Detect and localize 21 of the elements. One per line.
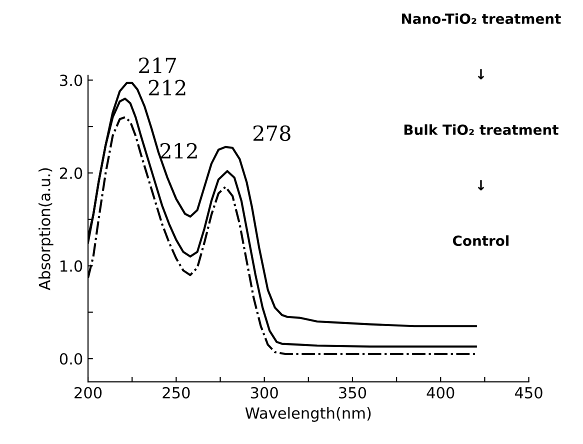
annotation: Bulk TiO₂ treatment (404, 124, 558, 136)
y-tick-label: 2.0 (60, 167, 82, 179)
x-tick-label: 350 (339, 386, 366, 399)
annotation: 212 (160, 142, 197, 158)
x-tick-label: 250 (162, 386, 190, 399)
y-tick-label: 0.0 (60, 353, 82, 365)
annotation: ↓ (478, 180, 484, 190)
x-tick-label: 450 (514, 386, 542, 399)
y-tick-label: 1.0 (60, 260, 82, 272)
text: Nano-TiO₂ treatment (402, 13, 561, 24)
x-tick-label: 400 (426, 386, 454, 399)
y-tick-label: 3.0 (60, 74, 82, 86)
x-tick-label: 300 (250, 386, 278, 399)
annotation: 217 (139, 58, 176, 74)
annotation: Control (452, 235, 509, 246)
annotation: 278 (253, 125, 290, 142)
annotation: ↓ (478, 69, 484, 80)
y-axis-title: Absorption(a.u.) (38, 168, 54, 290)
x-axis-title: Wavelength(nm) (245, 407, 371, 422)
x-tick-label: 200 (74, 386, 102, 399)
annotation: 212 (148, 80, 186, 96)
